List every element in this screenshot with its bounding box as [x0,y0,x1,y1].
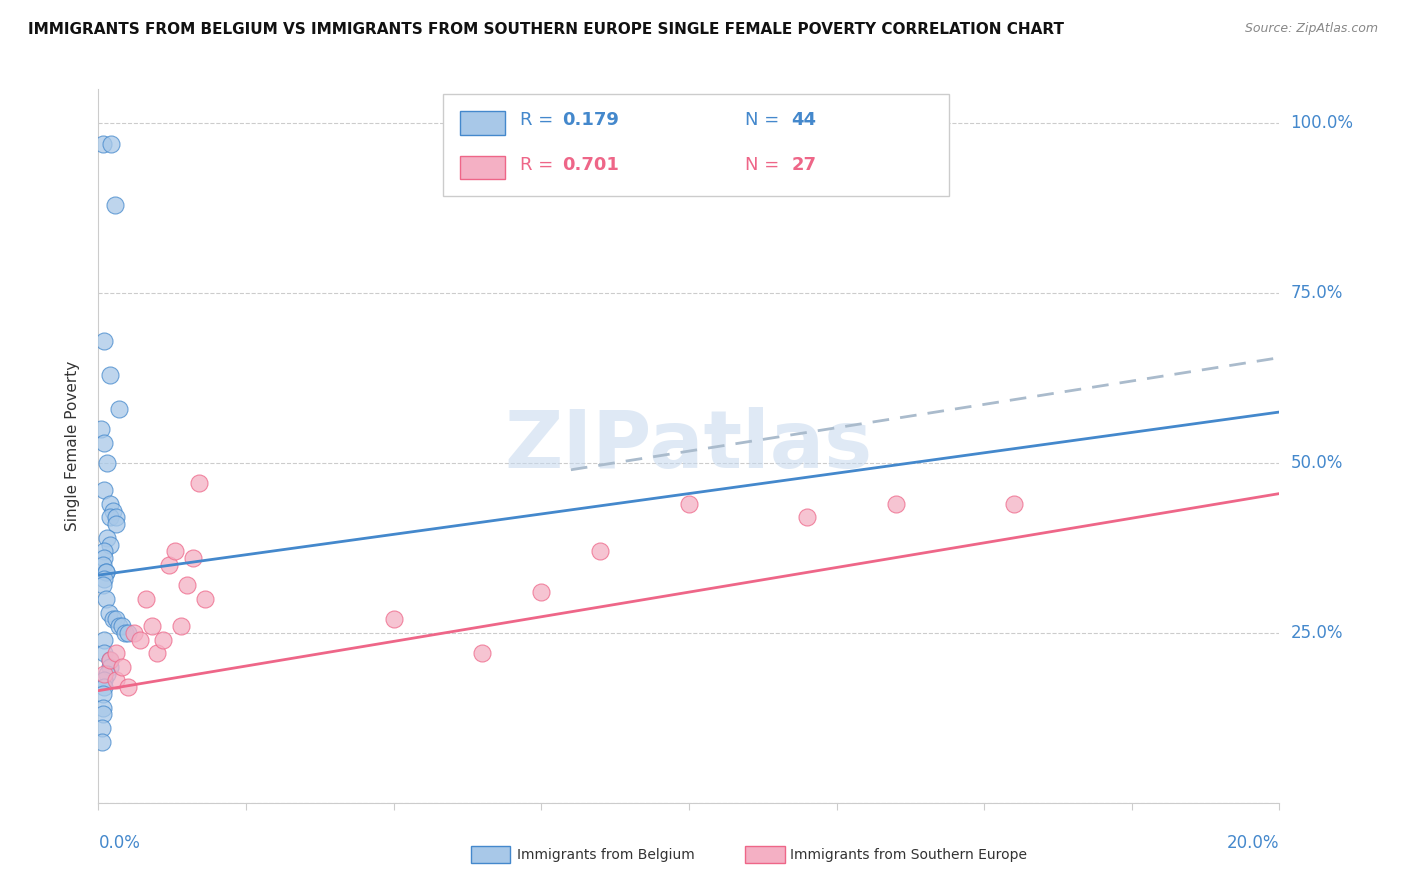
Text: 25.0%: 25.0% [1291,624,1343,642]
Point [98,497,121,511]
Point [589,544,612,558]
Point [100,136,122,151]
Point [98,660,121,674]
Text: 44: 44 [792,112,817,129]
Point [103,612,125,626]
Point [93,666,115,681]
Point [103,503,125,517]
Point [117,626,139,640]
Point [96,666,118,681]
Point [105,673,128,688]
Point [141,619,163,633]
Point [94,565,117,579]
Point [93,544,115,558]
Text: Immigrants from Belgium: Immigrants from Belgium [517,847,695,862]
Point [152,632,174,647]
Point [111,660,134,674]
Point [94,565,117,579]
Point [91,578,114,592]
Point [187,476,209,491]
Point [98,537,121,551]
Point [96,456,118,470]
Text: 50.0%: 50.0% [1291,454,1343,472]
Point [176,578,198,592]
Text: R =: R = [520,156,560,174]
Point [93,483,115,498]
Point [93,646,115,660]
Text: 0.701: 0.701 [562,156,619,174]
Point [93,572,115,586]
Point [94,591,117,606]
Text: 75.0%: 75.0% [1291,284,1343,302]
Point [90,422,112,436]
Text: ZIPatlas: ZIPatlas [505,407,873,485]
Point [91,700,114,714]
Point [1002,497,1025,511]
Point [105,646,128,660]
Point [91,721,114,735]
Point [105,517,128,532]
Y-axis label: Single Female Poverty: Single Female Poverty [65,361,80,531]
Point [91,707,114,722]
Point [111,619,134,633]
Point [382,612,405,626]
Text: Source: ZipAtlas.com: Source: ZipAtlas.com [1244,22,1378,36]
Point [93,680,115,694]
Point [135,591,157,606]
Point [181,551,204,566]
Point [114,626,136,640]
Text: Immigrants from Southern Europe: Immigrants from Southern Europe [790,847,1028,862]
Point [93,334,115,348]
Text: N =: N = [745,156,785,174]
Point [91,687,114,701]
Text: 27: 27 [792,156,817,174]
Text: 0.0%: 0.0% [98,834,141,852]
Point [93,551,115,566]
Point [117,680,139,694]
Point [98,653,121,667]
Point [91,136,114,151]
Text: 20.0%: 20.0% [1227,834,1279,852]
Point [105,612,128,626]
Point [108,401,131,416]
Text: IMMIGRANTS FROM BELGIUM VS IMMIGRANTS FROM SOUTHERN EUROPE SINGLE FEMALE POVERTY: IMMIGRANTS FROM BELGIUM VS IMMIGRANTS FR… [28,22,1064,37]
Point [91,734,114,748]
Point [98,510,121,524]
Point [157,558,180,572]
Point [884,497,907,511]
Point [530,585,553,599]
Point [678,497,700,511]
Point [98,606,121,620]
Point [104,198,127,212]
Point [93,435,115,450]
Point [146,646,169,660]
Text: 100.0%: 100.0% [1291,114,1354,132]
Point [165,544,187,558]
Point [194,591,217,606]
Point [96,531,118,545]
Point [108,619,131,633]
Text: N =: N = [745,112,785,129]
Point [93,632,115,647]
Text: 0.179: 0.179 [562,112,619,129]
Point [170,619,193,633]
Point [93,673,115,688]
Text: R =: R = [520,112,560,129]
Point [98,653,121,667]
Point [98,368,121,382]
Point [91,558,114,572]
Point [122,626,145,640]
Point [128,632,150,647]
Point [105,510,128,524]
Point [796,510,818,524]
Point [471,646,494,660]
